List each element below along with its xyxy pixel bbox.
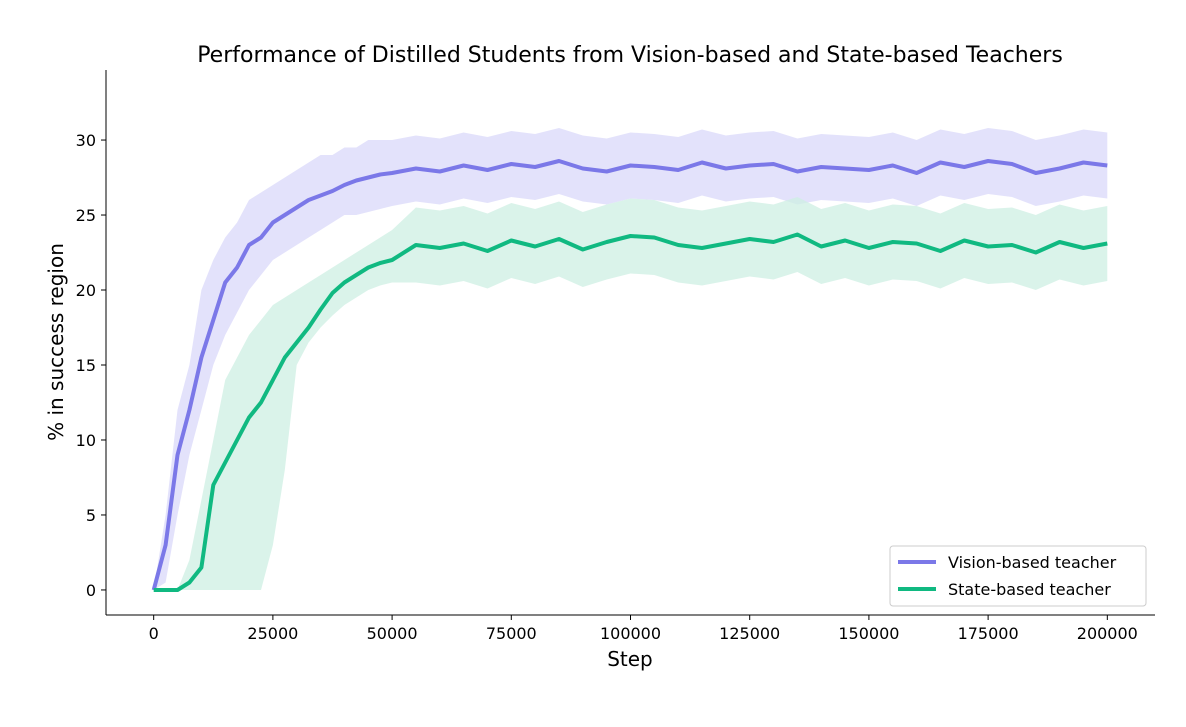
y-tick-label: 15 [76, 356, 96, 375]
legend-label-state: State-based teacher [948, 580, 1111, 599]
chart-title: Performance of Distilled Students from V… [197, 43, 1063, 68]
x-tick-label: 100000 [600, 624, 661, 643]
y-tick-label: 0 [86, 581, 96, 600]
x-tick-label: 0 [149, 624, 159, 643]
y-tick-label: 5 [86, 506, 96, 525]
x-tick-label: 175000 [958, 624, 1019, 643]
y-tick-label: 25 [76, 206, 96, 225]
line-series-1 [154, 235, 1108, 591]
y-tick-label: 10 [76, 431, 96, 450]
band-series-1 [154, 197, 1108, 590]
legend-label-vision: Vision-based teacher [948, 553, 1117, 572]
y-axis-label: % in success region [44, 243, 68, 441]
y-axis-ticks: 0 5 10 15 20 25 30 [76, 131, 106, 600]
x-tick-label: 25000 [247, 624, 298, 643]
x-axis-label: Step [607, 647, 653, 671]
confidence-bands [154, 128, 1108, 590]
x-tick-label: 125000 [719, 624, 780, 643]
x-tick-label: 50000 [367, 624, 418, 643]
x-tick-label: 150000 [838, 624, 899, 643]
y-tick-label: 20 [76, 281, 96, 300]
x-tick-label: 75000 [486, 624, 537, 643]
y-tick-label: 30 [76, 131, 96, 150]
legend: Vision-based teacher State-based teacher [890, 546, 1146, 606]
x-axis-ticks: 0 25000 50000 75000 100000 125000 150000 175000… [149, 615, 1138, 643]
x-tick-label: 200000 [1077, 624, 1138, 643]
